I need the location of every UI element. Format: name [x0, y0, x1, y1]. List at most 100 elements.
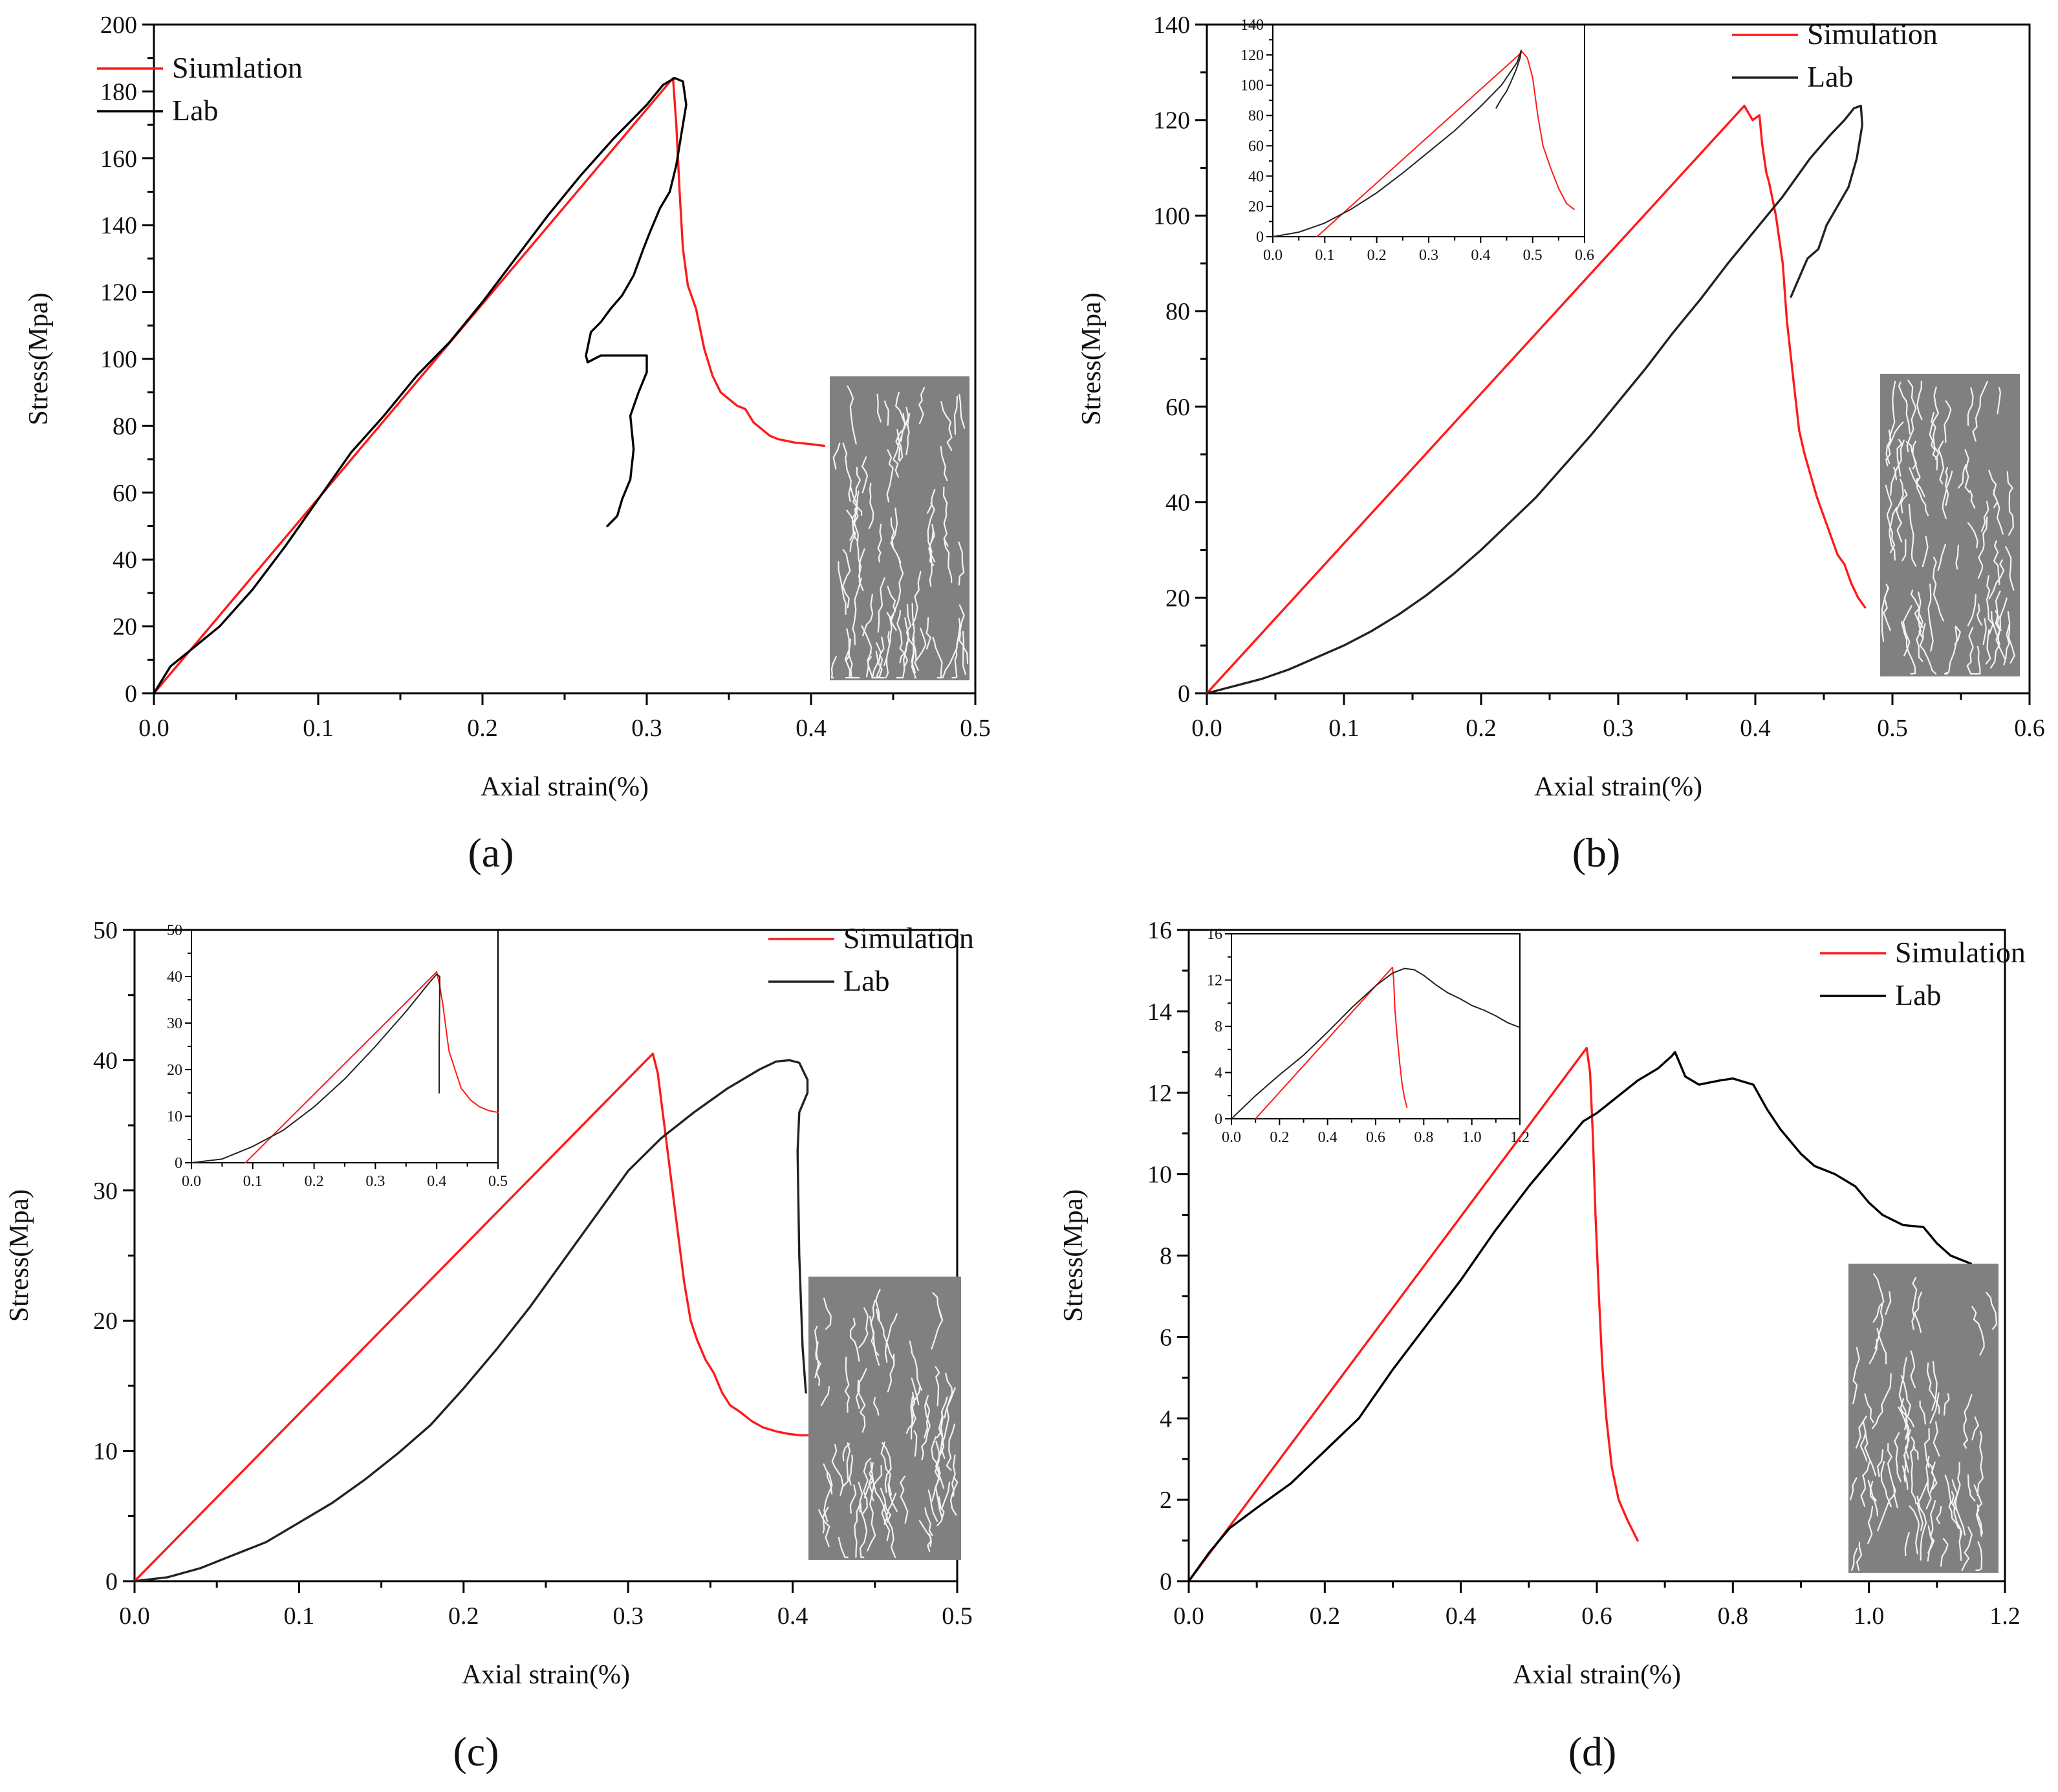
specimen-cracks: [830, 385, 969, 679]
inset-y-tick-label: 16: [1207, 926, 1222, 943]
x-tick-label: 0.2: [448, 1603, 479, 1630]
x-axis-title: Axial strain(%): [1534, 772, 1702, 802]
x-tick-label: 0.4: [796, 715, 827, 742]
inset-x-tick-label: 0.6: [1366, 1129, 1385, 1146]
series-line-simulation: [1187, 1046, 1639, 1582]
y-tick-label: 16: [1147, 917, 1172, 944]
x-tick-label: 0.4: [777, 1603, 808, 1630]
legend-label: Lab: [172, 94, 219, 127]
specimen-body: [808, 1277, 961, 1560]
specimen-cracks: [814, 1289, 959, 1559]
y-tick-label: 20: [113, 614, 137, 641]
panel-label: (d): [1568, 1729, 1617, 1775]
inset-y-tick-label: 0: [1256, 229, 1264, 246]
x-tick-label: 0.2: [1310, 1603, 1341, 1630]
inset-y-tick-label: 40: [167, 969, 182, 986]
y-tick-label: 2: [1160, 1487, 1172, 1514]
y-tick-label: 0: [105, 1568, 118, 1595]
inset-y-tick-label: 60: [1248, 138, 1264, 155]
legend: Simulation Lab: [1732, 17, 1938, 93]
y-axis-title: Stress(Mpa): [1077, 292, 1107, 425]
inset-y-tick-label: 120: [1240, 47, 1264, 64]
y-tick-label: 40: [1165, 490, 1190, 517]
inset-x-tick-label: 0.2: [1367, 247, 1387, 264]
x-tick-label: 0.1: [284, 1603, 315, 1630]
specimen-image: [830, 376, 969, 680]
panel-label: (b): [1572, 830, 1621, 876]
x-axis-title: Axial strain(%): [462, 1660, 630, 1690]
inset-plot-frame: [1272, 24, 1585, 237]
inset-series-line-simulation: [1316, 51, 1575, 237]
legend-label: Simulation: [843, 922, 974, 955]
chart-panel-b: 0.0 0.1 0.2 0.3 0.4 0.5 0.6 0 20 40 60 80 100 120 140 A…: [1077, 12, 2045, 876]
x-tick-label: 0.2: [467, 715, 498, 742]
x-tick-label: 0.0: [119, 1603, 150, 1630]
y-axis-title: Stress(Mpa): [1059, 1189, 1089, 1322]
specimen-image: [808, 1277, 961, 1560]
x-tick-label: 0.5: [960, 715, 991, 742]
y-tick-label: 20: [1165, 585, 1190, 612]
chart-panel-d: 0.0 0.2 0.4 0.6 0.8 1.0 1.2 0 2 4 6 8 10 12 14 16 Axial …: [1059, 917, 2026, 1775]
inset-plot-frame: [191, 929, 499, 1163]
x-tick-label: 0.4: [1446, 1603, 1477, 1630]
inset-y-tick-label: 0: [175, 1155, 182, 1172]
y-tick-label: 14: [1147, 999, 1172, 1026]
inset-x-tick-label: 0.2: [1270, 1129, 1289, 1146]
specimen-cracks: [1881, 380, 2015, 675]
panel-label: (c): [453, 1729, 499, 1775]
inset-x-tick-label: 0.0: [182, 1173, 201, 1190]
y-tick-label: 200: [100, 12, 137, 39]
y-tick-label: 0: [1160, 1568, 1172, 1595]
y-tick-label: 50: [93, 917, 118, 944]
x-tick-label: 0.3: [612, 1603, 644, 1630]
x-tick-label: 0.5: [942, 1603, 973, 1630]
y-tick-label: 100: [100, 346, 137, 373]
legend-label: Siumlation: [172, 51, 303, 84]
y-tick-label: 140: [1153, 12, 1190, 39]
y-tick-label: 120: [1153, 107, 1190, 135]
y-tick-label: 40: [93, 1047, 118, 1074]
specimen-body: [830, 376, 969, 680]
inset-x-tick-label: 0.3: [365, 1173, 385, 1190]
series-line-lab: [153, 76, 688, 695]
y-tick-label: 6: [1160, 1324, 1172, 1351]
inset-y-tick-label: 100: [1240, 78, 1264, 94]
panel-label: (a): [468, 830, 514, 876]
legend-label: Simulation: [1807, 17, 1938, 50]
inset-y-tick-label: 20: [1248, 199, 1264, 215]
x-tick-label: 0.3: [631, 715, 662, 742]
x-tick-label: 0.6: [1581, 1603, 1612, 1630]
x-tick-label: 0.8: [1718, 1603, 1749, 1630]
y-tick-label: 0: [125, 680, 137, 707]
inset-chart: 0.0 0.1 0.2 0.3 0.4 0.5 0 10 20 30 40 50: [167, 922, 508, 1190]
y-tick-label: 20: [93, 1308, 118, 1335]
x-tick-label: 0.0: [138, 715, 169, 742]
y-tick-label: 100: [1153, 202, 1190, 230]
series-line-lab: [133, 1059, 809, 1582]
inset-x-tick-label: 0.5: [1523, 247, 1543, 264]
inset-x-tick-label: 0.6: [1575, 247, 1594, 264]
x-axis-title: Axial strain(%): [481, 772, 649, 802]
inset-x-tick-label: 0.1: [1315, 247, 1334, 264]
y-tick-label: 8: [1160, 1243, 1172, 1270]
y-tick-label: 80: [1165, 298, 1190, 325]
y-tick-label: 180: [100, 78, 137, 105]
inset-plot-frame: [1231, 933, 1521, 1119]
inset-series-line-lab: [191, 973, 440, 1163]
inset-x-tick-label: 0.1: [243, 1173, 263, 1190]
inset-x-tick-label: 0.4: [1471, 247, 1490, 264]
specimen-cracks: [1849, 1273, 1998, 1571]
legend: Siumlation Lab: [97, 51, 303, 127]
x-tick-label: 0.1: [303, 715, 334, 742]
series-line-simulation: [1206, 104, 1867, 695]
inset-series-line-simulation: [244, 971, 499, 1163]
x-tick-label: 1.0: [1854, 1603, 1885, 1630]
inset-y-tick-label: 80: [1248, 108, 1264, 125]
y-tick-label: 160: [100, 146, 137, 173]
inset-series-line-lab: [1231, 967, 1521, 1119]
inset-x-tick-label: 1.0: [1462, 1129, 1482, 1146]
y-tick-label: 60: [1165, 394, 1190, 421]
inset-x-tick-label: 0.8: [1414, 1129, 1433, 1146]
y-tick-label: 30: [93, 1178, 118, 1205]
